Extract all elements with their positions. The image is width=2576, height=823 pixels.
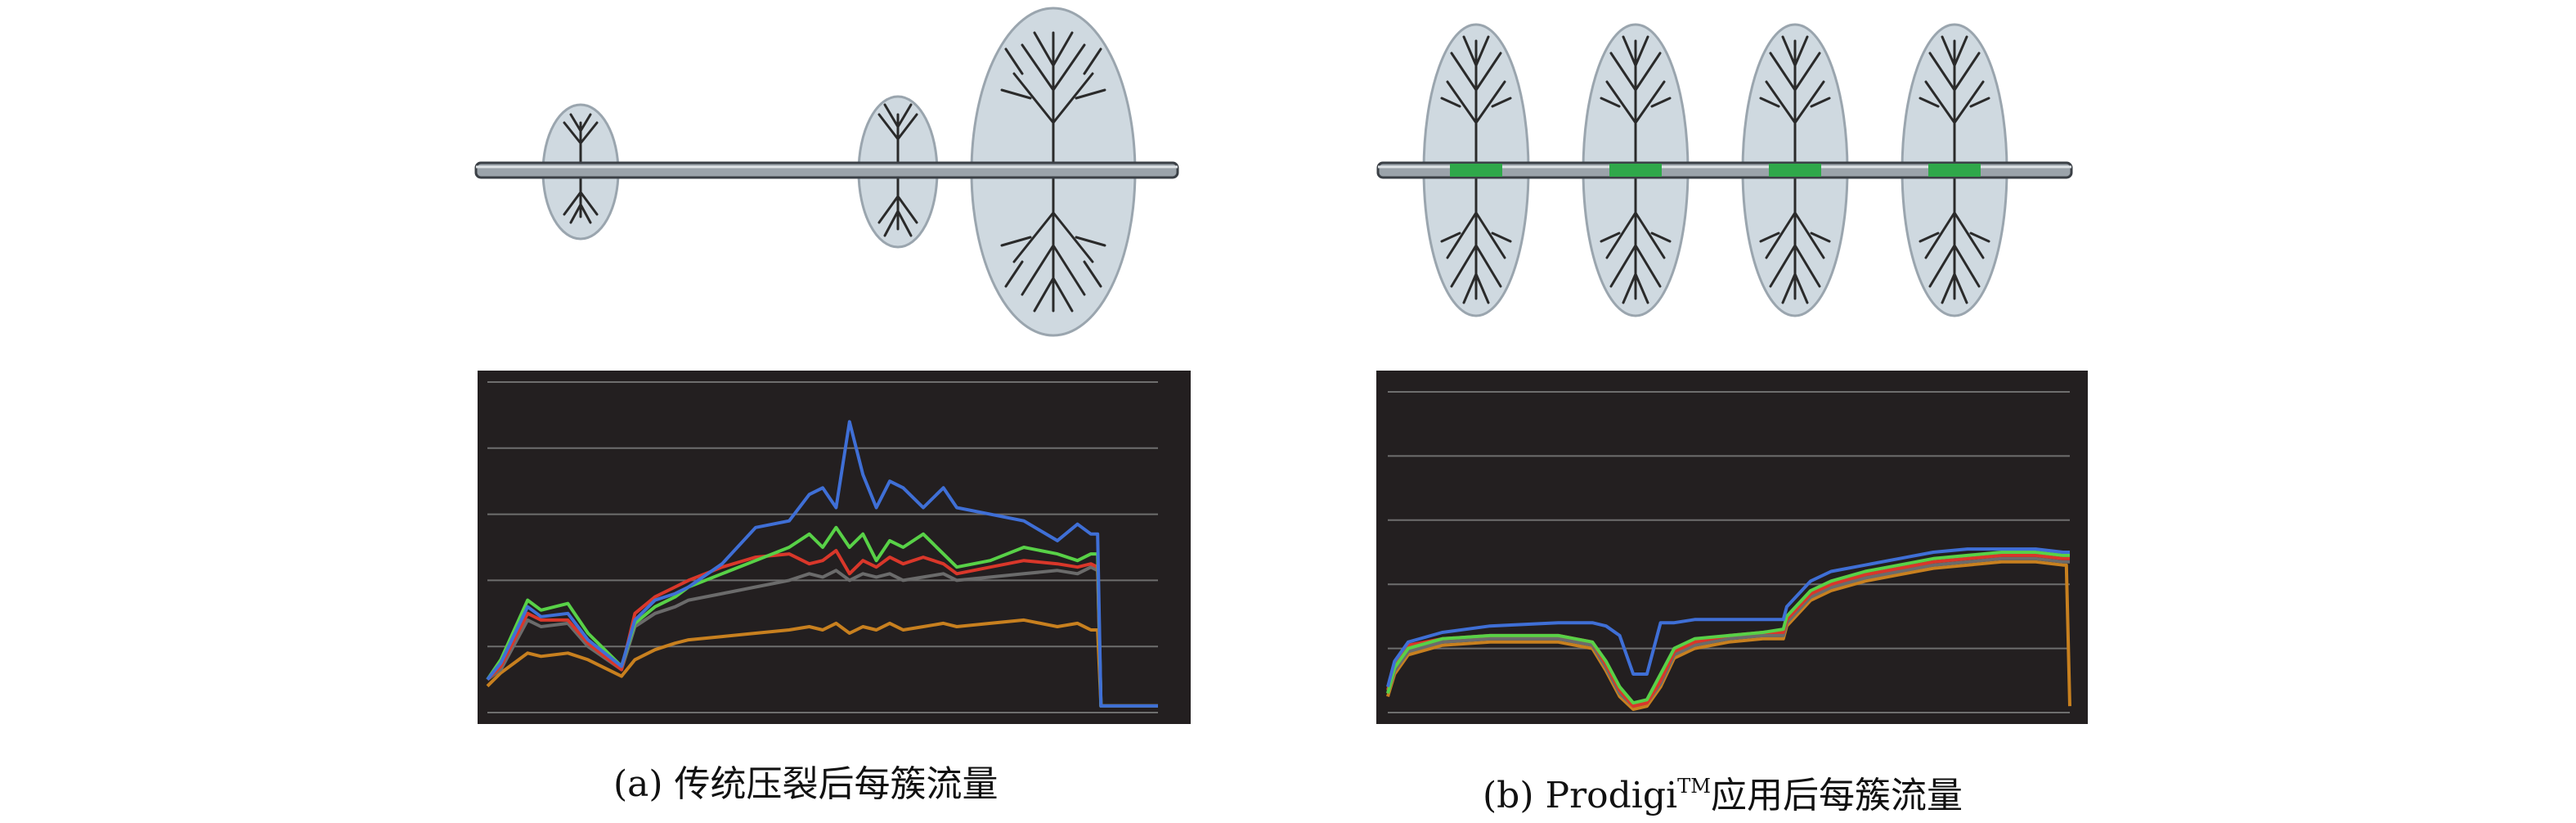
limited-entry-perforations	[1450, 164, 1981, 177]
series-line-4	[1386, 556, 2070, 708]
series-line-2	[1386, 551, 2070, 705]
chart-a-svg	[486, 381, 1158, 713]
series-line-5	[1386, 560, 2071, 712]
panel-b: (b) ProdigiTM应用后每簇流量	[1288, 0, 2576, 823]
caption-b-suffix: 应用后每簇流量	[1711, 775, 1963, 816]
panel-a: (a) 传统压裂后每簇流量	[474, 7, 1191, 805]
series-line-1	[1386, 547, 2070, 688]
series-line-3	[486, 549, 1158, 708]
fracture-branches-a	[563, 31, 1106, 313]
series-line-2	[486, 525, 1158, 708]
series-line-5	[486, 618, 1158, 708]
fracture-branches-b	[1440, 35, 1990, 304]
caption-b-tm: TM	[1677, 774, 1711, 798]
chart-b	[1376, 371, 2088, 724]
chart-a	[478, 371, 1191, 724]
wellbore-pipe-a	[474, 161, 1179, 179]
series-line-3	[1386, 553, 2070, 708]
fracture-diagram-conventional	[474, 7, 1179, 337]
chart-b-svg	[1386, 391, 2071, 713]
caption-a: (a) 传统压裂后每簇流量	[613, 763, 999, 805]
caption-b: (b) ProdigiTM应用后每簇流量	[1483, 766, 1963, 818]
caption-b-prefix: (b) Prodigi	[1483, 775, 1678, 816]
fracture-diagram-prodigi	[1376, 23, 2073, 317]
series-line-1	[486, 420, 1158, 708]
series-line-4	[486, 565, 1158, 708]
